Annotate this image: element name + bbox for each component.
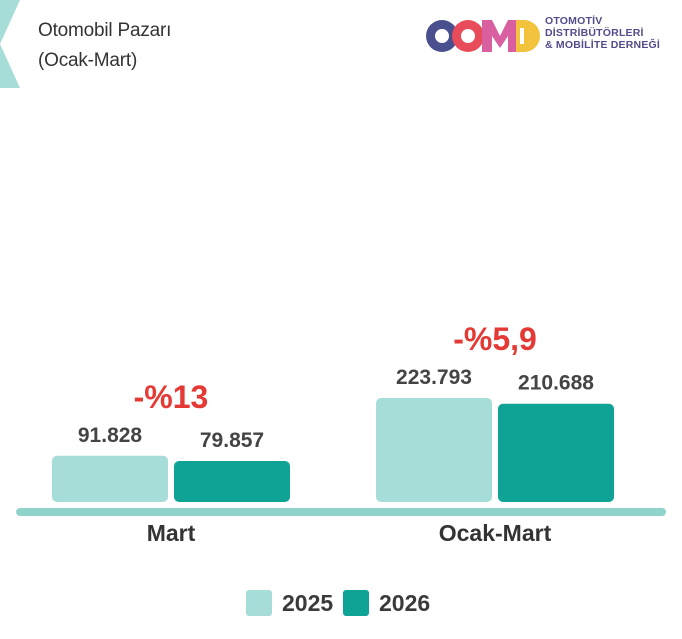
- logo-text-line3: & MOBİLİTE DERNEĞİ: [545, 39, 661, 51]
- bar-ocak-mart-2026: [498, 403, 614, 502]
- page-subtitle: (Ocak-Mart): [38, 50, 138, 71]
- legend-label-2026: 2026: [379, 589, 431, 616]
- page-title: Otomobil Pazarı: [38, 20, 172, 41]
- value-label-ocak-mart-2025: 223.793: [396, 366, 472, 389]
- chart-baseline: [16, 508, 666, 516]
- legend-swatch-2026: [343, 590, 369, 616]
- odmd-logo: OTOMOTİV DİSTRİBÜTÖRLERİ & MOBİLİTE DERN…: [424, 14, 674, 58]
- logo-text: OTOMOTİV DİSTRİBÜTÖRLERİ & MOBİLİTE DERN…: [545, 15, 660, 51]
- category-label-ocak-mart: Ocak-Mart: [439, 520, 552, 546]
- category-label-mart: Mart: [147, 520, 196, 546]
- value-label-mart-2026: 79.857: [200, 429, 264, 452]
- legend-item-2026: 2026: [343, 588, 430, 618]
- bar-chart: 91.828 79.857 -%13 Mart 223.793 210.688 -%5,9 O…: [16, 321, 666, 546]
- logo-text-line2: DİSTRİBÜTÖRLERİ: [545, 27, 644, 39]
- change-label-mart: -%13: [134, 379, 209, 415]
- value-label-mart-2025: 91.828: [78, 424, 143, 447]
- legend: 2025 2026: [0, 588, 682, 618]
- logo-text-line1: OTOMOTİV: [545, 15, 603, 27]
- legend-label-2025: 2025: [282, 589, 334, 616]
- change-label-ocak-mart: -%5,9: [453, 321, 537, 357]
- odmd-logo-mark: [426, 20, 540, 52]
- legend-item-2025: 2025: [246, 588, 333, 618]
- legend-swatch-2025: [246, 590, 272, 616]
- value-label-ocak-mart-2026: 210.688: [518, 372, 594, 395]
- bar-mart-2025: [52, 455, 168, 502]
- bar-ocak-mart-2025: [376, 398, 492, 502]
- bar-mart-2026: [174, 461, 290, 502]
- header-accent-tab: [0, 0, 20, 88]
